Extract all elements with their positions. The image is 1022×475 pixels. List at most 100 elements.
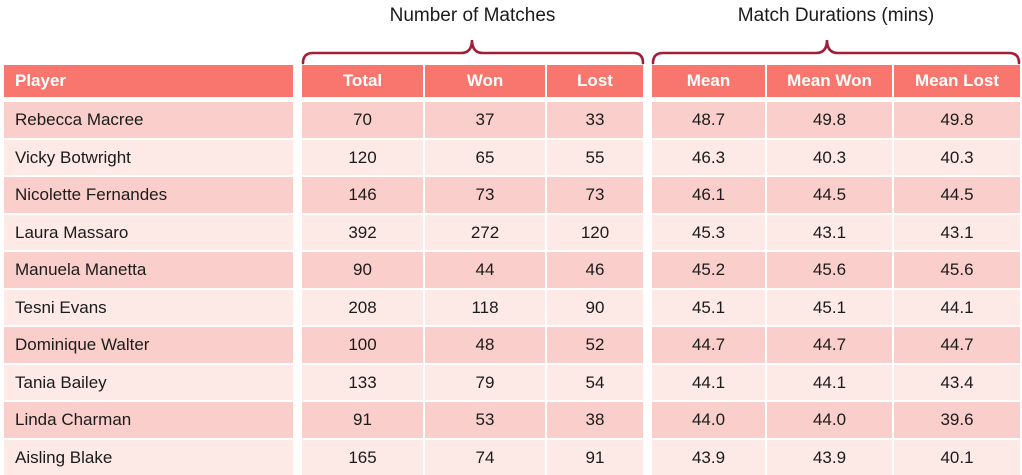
mean-cell: 43.9 (652, 437, 765, 475)
lost-cell: 90 (545, 287, 643, 325)
total-cell: 70 (302, 100, 423, 138)
mean-won-cell: 49.8 (765, 100, 892, 138)
mean-cell: 45.3 (652, 212, 765, 250)
column-gap (643, 100, 652, 138)
player-cell: Laura Massaro (4, 212, 293, 250)
lost-cell: 52 (545, 325, 643, 363)
player-cell: Vicky Botwright (4, 137, 293, 175)
mean-lost-cell: 44.5 (892, 175, 1020, 213)
column-gap (643, 438, 652, 475)
table-row: Laura Massaro 392 272 120 45.3 43.1 43.1 (4, 212, 1020, 251)
total-cell: 100 (302, 325, 423, 363)
mean-won-cell: 44.7 (765, 325, 892, 363)
column-gap (293, 325, 302, 363)
lost-cell: 55 (545, 137, 643, 175)
column-header-total: Total (302, 65, 423, 100)
won-cell: 74 (423, 437, 545, 475)
player-cell: Linda Charman (4, 400, 293, 438)
mean-won-cell: 43.9 (765, 437, 892, 475)
column-gap (293, 363, 302, 401)
mean-cell: 46.3 (652, 137, 765, 175)
column-header-mean-won: Mean Won (765, 65, 892, 100)
won-cell: 37 (423, 100, 545, 138)
column-gap (643, 65, 652, 100)
column-gap (643, 250, 652, 288)
mean-cell: 44.1 (652, 362, 765, 400)
mean-lost-cell: 43.1 (892, 212, 1020, 250)
lost-cell: 38 (545, 400, 643, 438)
mean-cell: 45.1 (652, 287, 765, 325)
mean-lost-cell: 44.7 (892, 325, 1020, 363)
mean-won-cell: 40.3 (765, 137, 892, 175)
column-gap (293, 175, 302, 213)
column-gap (643, 175, 652, 213)
won-cell: 79 (423, 362, 545, 400)
column-gap (643, 288, 652, 326)
mean-cell: 44.7 (652, 325, 765, 363)
mean-won-cell: 44.1 (765, 362, 892, 400)
total-cell: 392 (302, 212, 423, 250)
player-cell: Dominique Walter (4, 325, 293, 363)
total-cell: 91 (302, 400, 423, 438)
table-row: Manuela Manetta 90 44 46 45.2 45.6 45.6 (4, 250, 1020, 288)
player-cell: Rebecca Macree (4, 100, 293, 138)
column-gap (643, 400, 652, 438)
column-gap (293, 438, 302, 475)
table-row: Tesni Evans 208 118 90 45.1 45.1 44.1 (4, 287, 1020, 326)
lost-cell: 46 (545, 250, 643, 288)
table-row: Rebecca Macree 70 37 33 48.7 49.8 49.8 (4, 100, 1020, 138)
table-row: Tania Bailey 133 79 54 44.1 44.1 43.4 (4, 362, 1020, 401)
total-cell: 146 (302, 175, 423, 213)
mean-lost-cell: 43.4 (892, 362, 1020, 400)
lost-cell: 54 (545, 362, 643, 400)
column-header-mean: Mean (652, 65, 765, 100)
mean-lost-cell: 49.8 (892, 100, 1020, 138)
player-cell: Tania Bailey (4, 362, 293, 400)
won-cell: 272 (423, 212, 545, 250)
table-row: Vicky Botwright 120 65 55 46.3 40.3 40.3 (4, 137, 1020, 176)
won-cell: 53 (423, 400, 545, 438)
mean-cell: 44.0 (652, 400, 765, 438)
column-gap (643, 138, 652, 176)
group-header-match-durations: Match Durations (mins) (737, 5, 935, 26)
mean-lost-cell: 40.3 (892, 137, 1020, 175)
column-gap (293, 138, 302, 176)
mean-lost-cell: 45.6 (892, 250, 1020, 288)
column-header-mean-lost: Mean Lost (892, 65, 1020, 100)
mean-lost-cell: 44.1 (892, 287, 1020, 325)
table-row: Dominique Walter 100 48 52 44.7 44.7 44.7 (4, 325, 1020, 363)
mean-lost-cell: 39.6 (892, 400, 1020, 438)
mean-won-cell: 45.6 (765, 250, 892, 288)
column-gap (293, 400, 302, 438)
mean-won-cell: 44.0 (765, 400, 892, 438)
lost-cell: 73 (545, 175, 643, 213)
group-header-number-of-matches: Number of Matches (389, 5, 556, 26)
lost-cell: 120 (545, 212, 643, 250)
player-cell: Aisling Blake (4, 437, 293, 475)
column-gap (293, 288, 302, 326)
table-row: Nicolette Fernandes 146 73 73 46.1 44.5 44.5 (4, 175, 1020, 213)
column-header-won: Won (423, 65, 545, 100)
column-gap (293, 213, 302, 251)
player-cell: Tesni Evans (4, 287, 293, 325)
mean-cell: 45.2 (652, 250, 765, 288)
column-gap (293, 65, 302, 100)
player-cell: Manuela Manetta (4, 250, 293, 288)
table-row: Linda Charman 91 53 38 44.0 44.0 39.6 (4, 400, 1020, 438)
lost-cell: 91 (545, 437, 643, 475)
column-gap (293, 100, 302, 138)
table-header-row: Player Total Won Lost Mean Mean Won Mean… (4, 65, 1020, 100)
won-cell: 48 (423, 325, 545, 363)
total-cell: 133 (302, 362, 423, 400)
player-cell: Nicolette Fernandes (4, 175, 293, 213)
total-cell: 120 (302, 137, 423, 175)
mean-won-cell: 44.5 (765, 175, 892, 213)
mean-won-cell: 45.1 (765, 287, 892, 325)
table-row: Aisling Blake 165 74 91 43.9 43.9 40.1 (4, 437, 1020, 475)
brace-number-of-matches (301, 39, 645, 65)
column-gap (643, 363, 652, 401)
total-cell: 208 (302, 287, 423, 325)
column-gap (293, 250, 302, 288)
